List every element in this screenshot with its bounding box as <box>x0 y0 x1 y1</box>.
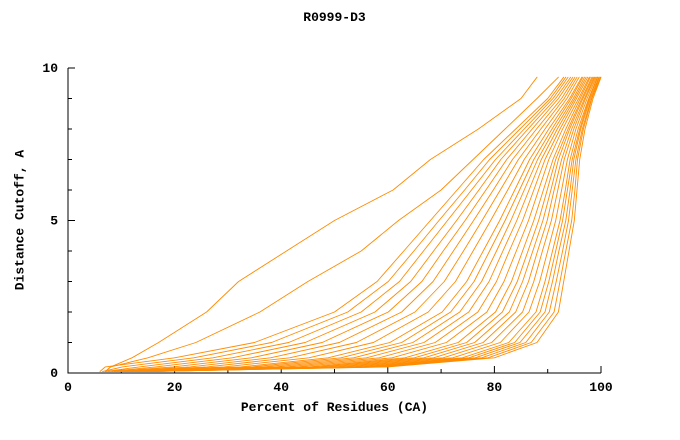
x-axis-label: Percent of Residues (CA) <box>240 400 429 415</box>
model-curve <box>122 76 583 372</box>
x-tick-label: 20 <box>167 380 183 395</box>
model-curve <box>124 76 584 372</box>
x-tick-label: 80 <box>487 380 503 395</box>
model-curve <box>132 76 590 372</box>
model-curve <box>119 76 580 372</box>
y-tick-label: 0 <box>50 366 58 381</box>
x-tick-label: 60 <box>380 380 396 395</box>
model-curve <box>126 76 585 372</box>
model-curve <box>104 76 538 372</box>
model-curve <box>147 76 602 372</box>
x-tick-label: 40 <box>273 380 289 395</box>
model-curve <box>136 76 594 372</box>
model-curve <box>135 76 593 372</box>
x-tick-label: 0 <box>64 380 72 395</box>
model-curve <box>140 76 596 372</box>
model-curve <box>111 76 574 372</box>
model-curve <box>143 76 599 372</box>
model-curve <box>104 76 559 372</box>
model-curve <box>144 76 600 372</box>
model-curve <box>134 76 591 372</box>
model-curve <box>105 76 569 372</box>
model-curve <box>138 76 595 372</box>
chart-title: R0999-D3 <box>303 10 366 25</box>
model-curve <box>102 76 567 372</box>
model-curve <box>113 76 576 372</box>
y-tick-label: 10 <box>42 61 58 76</box>
model-curve <box>128 76 587 372</box>
model-curve <box>130 76 589 372</box>
model-curve <box>146 76 601 372</box>
model-curve <box>141 76 597 372</box>
model-curve <box>116 76 578 372</box>
model-curve <box>99 76 565 372</box>
model-curve <box>108 76 572 372</box>
model-curve <box>145 76 600 372</box>
y-tick-label: 5 <box>50 214 58 229</box>
x-tick-label: 100 <box>589 380 613 395</box>
model-curve <box>142 76 598 372</box>
